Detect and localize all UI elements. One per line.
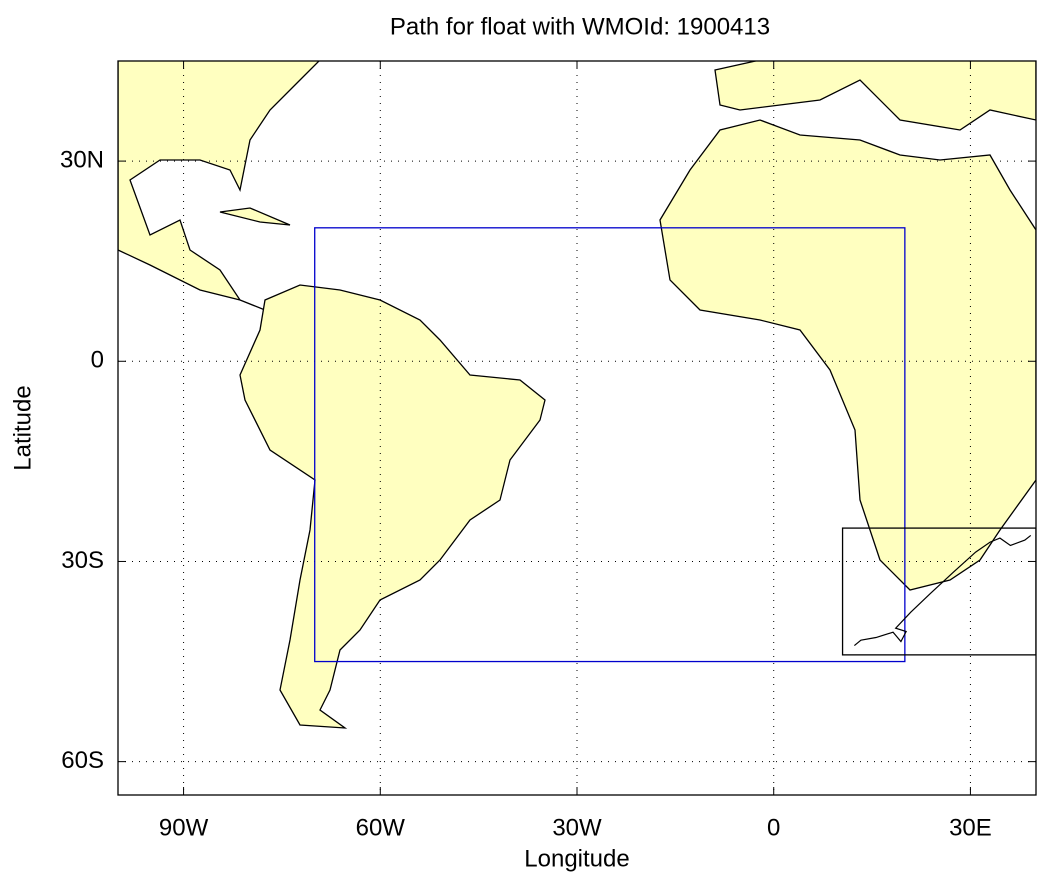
land (118, 61, 1036, 729)
map-title: Path for float with WMOId: 1900413 (390, 13, 770, 40)
x-tick-label: 90W (159, 814, 209, 841)
y-tick-label: 60S (61, 747, 104, 774)
x-tick-label: 0 (767, 814, 780, 841)
y-tick-label: 0 (91, 347, 104, 374)
y-tick-label: 30S (61, 547, 104, 574)
y-axis-label: Latitude (9, 385, 36, 470)
x-axis-label: Longitude (524, 845, 629, 872)
africa (659, 119, 1036, 591)
x-tick-label: 60W (356, 814, 406, 841)
y-tick-label: 30N (60, 146, 104, 173)
x-tick-label: 30E (949, 814, 992, 841)
south-america (239, 284, 546, 729)
x-tick-label: 30W (552, 814, 602, 841)
europe (714, 61, 1036, 131)
region-box (314, 227, 906, 663)
cuba (219, 207, 291, 226)
ticks: 90W 60W 30W 0 30E 30N 0 30S 60S (60, 61, 1036, 841)
float-path (853, 534, 1032, 646)
north-america (118, 61, 320, 311)
